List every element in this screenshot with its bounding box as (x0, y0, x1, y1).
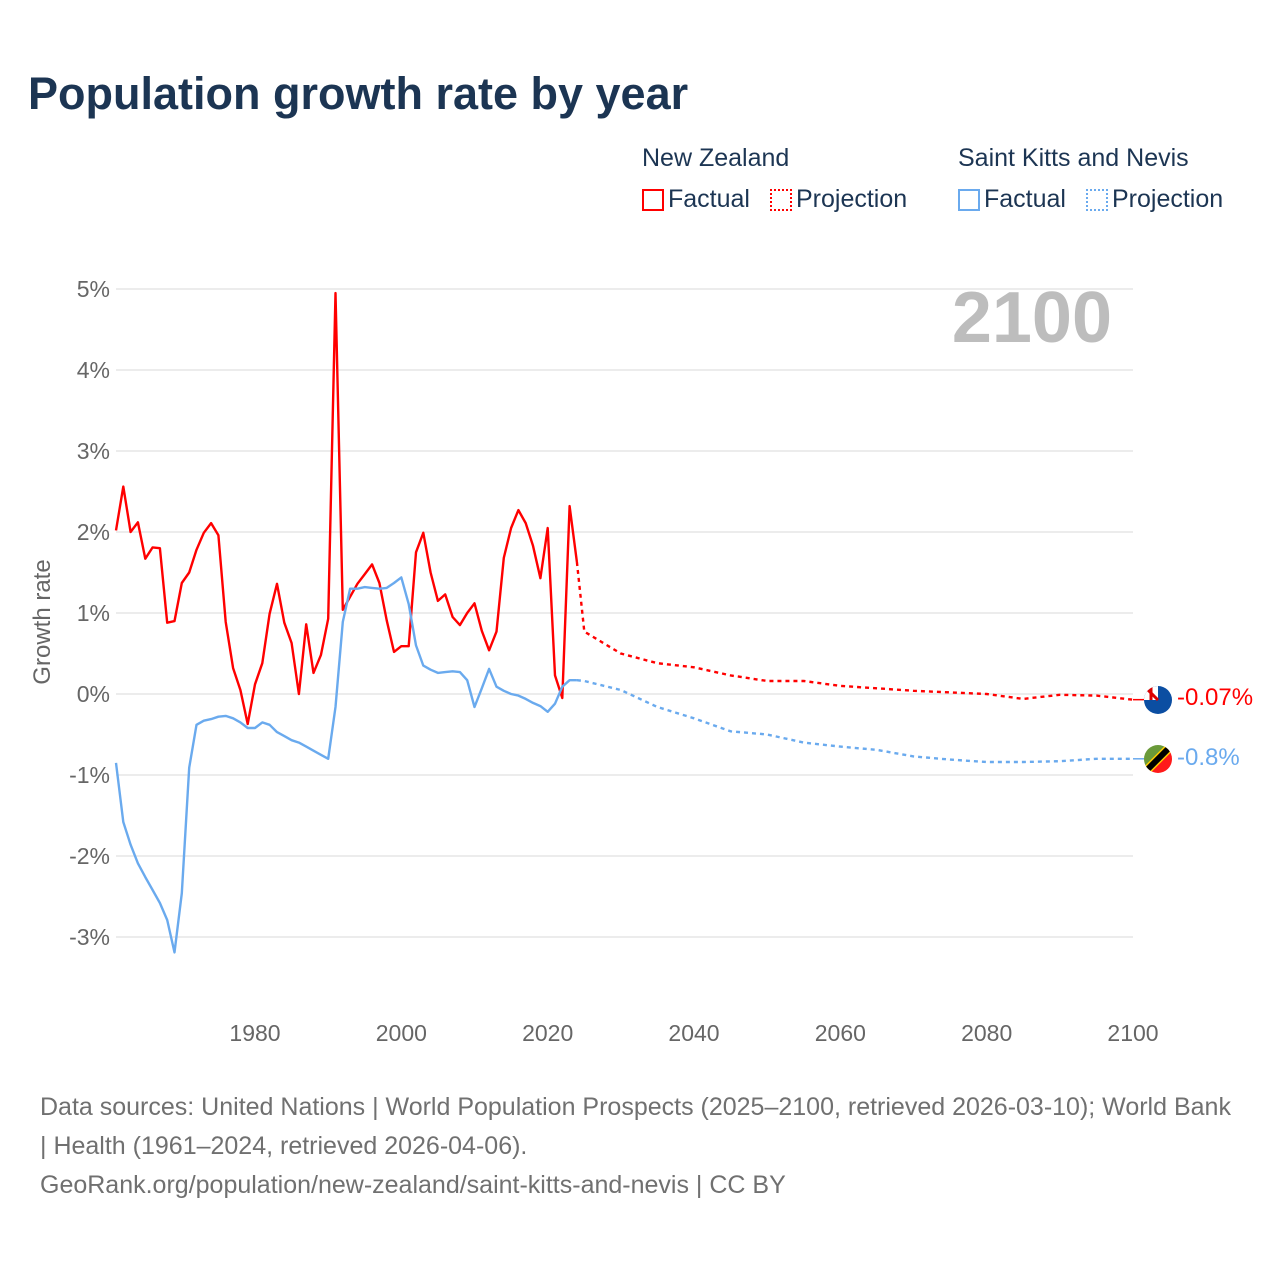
nz-factual-line (114, 291, 579, 726)
skn-projection-line (576, 679, 1133, 764)
legend-item-factual[interactable]: Factual (958, 185, 1066, 214)
x-tick-label: 2040 (668, 1020, 719, 1046)
y-tick-label: -3% (69, 924, 110, 950)
legend-label: Factual (984, 185, 1066, 213)
skn-factual-line (114, 576, 577, 954)
y-axis-label: Growth rate (29, 559, 56, 684)
data-sources: Data sources: United Nations | World Pop… (40, 1093, 1231, 1160)
source-link[interactable]: GeoRank.org/population/new-zealand/saint… (40, 1171, 786, 1199)
x-tick-label: 2100 (1107, 1020, 1158, 1046)
y-tick-label: 3% (77, 438, 110, 464)
x-tick-label: 2080 (961, 1020, 1012, 1046)
swatch-dotted (769, 188, 792, 211)
legend-label: Projection (795, 185, 908, 213)
swatch-solid (642, 188, 664, 211)
x-tick-label: 2000 (376, 1020, 427, 1046)
legend-label: Projection (1111, 185, 1224, 213)
y-tick-label: -2% (69, 843, 110, 869)
legend-item-factual[interactable]: Factual (642, 185, 750, 214)
y-tick-label: 0% (77, 681, 110, 707)
swatch-solid (958, 188, 980, 211)
legend-saint-kitts-and-nevis: Saint Kitts and Nevis Factual Projection (958, 144, 1237, 214)
y-tick-label: 4% (77, 357, 110, 383)
x-tick-label: 2020 (522, 1020, 573, 1046)
y-tick-label: 2% (77, 519, 110, 545)
y-tick-label: 1% (77, 600, 110, 626)
skn-flag-icon (1144, 745, 1172, 773)
nz-flag-icon (1144, 686, 1172, 714)
legend-item-projection[interactable]: Projection (769, 185, 908, 214)
footer: Data sources: United Nations | World Pop… (40, 1088, 1240, 1205)
legend-label: Factual (668, 185, 750, 213)
y-tick-label: 5% (77, 276, 110, 302)
nz-end-label: -0.07% (1177, 684, 1253, 711)
swatch-dotted (1085, 188, 1108, 211)
legend-item-projection[interactable]: Projection (1085, 185, 1224, 214)
nz-projection-line (575, 561, 1134, 701)
skn-end-label: -0.8% (1177, 744, 1240, 771)
legend-new-zealand: New Zealand Factual Projection (642, 144, 921, 214)
y-tick-label: -1% (69, 762, 110, 788)
year-watermark: 2100 (952, 278, 1112, 358)
legend-country: New Zealand (642, 144, 790, 172)
x-tick-label: 2060 (815, 1020, 866, 1046)
legend-country: Saint Kitts and Nevis (958, 144, 1189, 172)
x-tick-label: 1980 (229, 1020, 280, 1046)
chart-title: Population growth rate by year (28, 68, 689, 119)
